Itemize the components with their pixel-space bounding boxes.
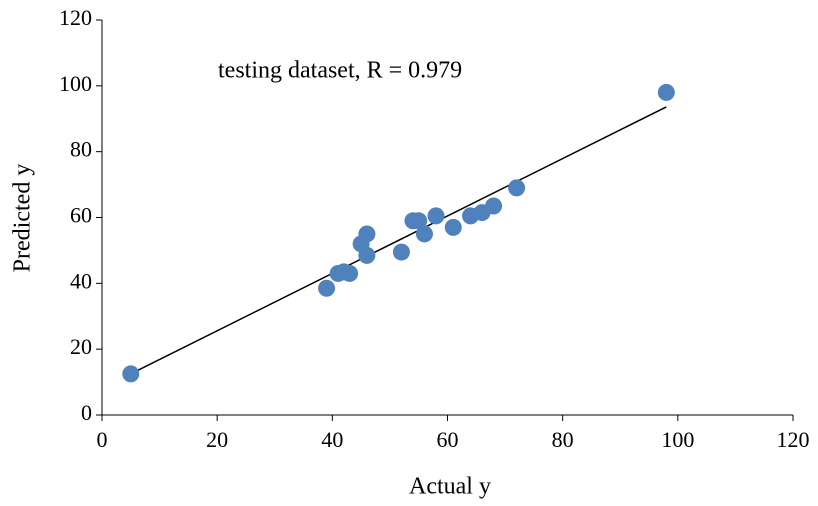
- x-tick-label: 60: [437, 427, 459, 452]
- y-tick-label: 40: [70, 268, 92, 293]
- y-tick-label: 20: [70, 334, 92, 359]
- x-tick-label: 120: [777, 427, 810, 452]
- y-tick-label: 60: [70, 203, 92, 228]
- trendline: [130, 106, 667, 375]
- point: [122, 365, 140, 383]
- point: [657, 83, 675, 101]
- x-tick-label: 80: [552, 427, 574, 452]
- point: [410, 212, 428, 230]
- y-tick-label: 80: [70, 137, 92, 162]
- x-tick-label: 20: [206, 427, 228, 452]
- x-tick-label: 0: [97, 427, 108, 452]
- x-axis-title: Actual y: [409, 474, 491, 500]
- point: [427, 207, 445, 225]
- point: [485, 197, 503, 215]
- point: [358, 246, 376, 264]
- point: [415, 225, 433, 243]
- point: [341, 264, 359, 282]
- point: [392, 243, 410, 261]
- y-tick-label: 0: [81, 400, 92, 425]
- y-tick-label: 100: [59, 71, 92, 96]
- point: [444, 218, 462, 236]
- point: [318, 279, 336, 297]
- y-tick-label: 120: [59, 5, 92, 30]
- x-tick-label: 40: [321, 427, 343, 452]
- annotation: testing dataset, R = 0.979: [218, 58, 462, 84]
- point: [358, 225, 376, 243]
- x-tick-label: 100: [661, 427, 694, 452]
- point: [508, 179, 526, 197]
- y-axis-title: Predicted y: [10, 164, 36, 273]
